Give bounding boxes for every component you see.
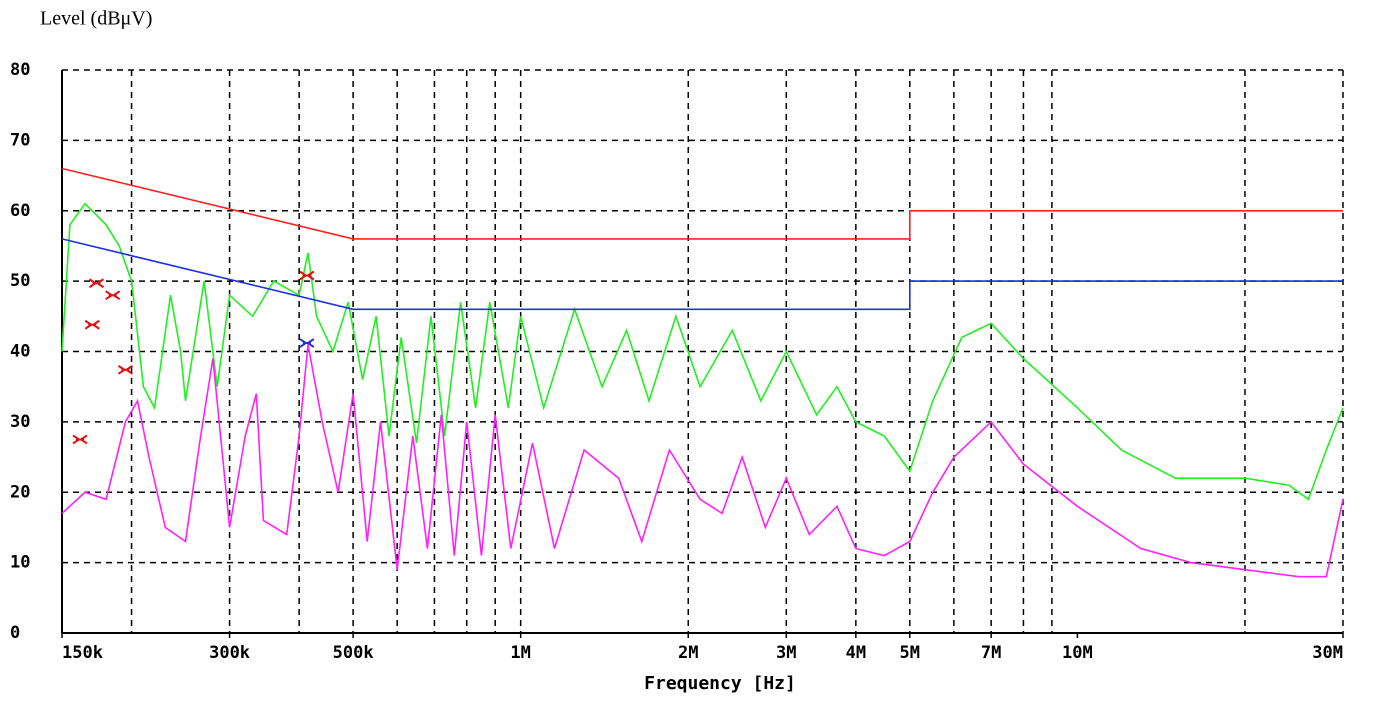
x-tick-label: 5M — [900, 643, 920, 663]
marker — [117, 364, 133, 375]
x-tick-label: 150k — [62, 643, 103, 663]
x-tick-label: 300k — [209, 643, 250, 663]
x-axis-label: Frequency [Hz] — [644, 673, 796, 694]
chart-title: Level (dBμV) — [40, 8, 152, 30]
y-tick-label: 40 — [10, 342, 30, 362]
y-tick-label: 60 — [10, 201, 30, 221]
trace — [61, 238, 1343, 311]
y-tick-label: 80 — [10, 60, 30, 80]
y-tick-label: 20 — [10, 482, 30, 502]
marker — [88, 278, 105, 289]
x-tick-label: 7M — [981, 643, 1001, 663]
y-tick-label: 70 — [10, 130, 30, 150]
x-tick-label: 30M — [1312, 643, 1343, 663]
x-tick-label: 1M — [510, 643, 530, 663]
marker — [105, 290, 121, 301]
y-tick-label: 30 — [10, 412, 30, 432]
y-tick-label: 0 — [10, 623, 20, 643]
x-tick-label: 4M — [846, 643, 866, 663]
x-tick-label: 2M — [678, 643, 698, 663]
trace — [61, 344, 1344, 578]
trace — [61, 167, 1343, 240]
marker — [299, 338, 315, 348]
trace — [61, 202, 1344, 501]
x-tick-label: 500k — [333, 643, 374, 663]
marker — [84, 319, 100, 330]
x-tick-label: 10M — [1062, 643, 1093, 663]
x-tick-label: 3M — [776, 643, 796, 663]
marker — [299, 270, 315, 281]
y-tick-label: 10 — [10, 553, 30, 573]
marker — [72, 434, 88, 445]
y-tick-label: 50 — [10, 271, 30, 291]
